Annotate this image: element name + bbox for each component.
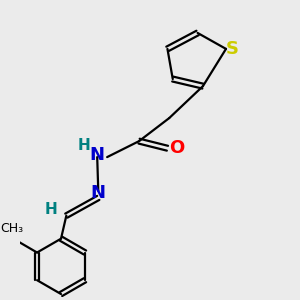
Text: H: H (78, 138, 91, 153)
Text: N: N (90, 184, 105, 202)
Text: O: O (169, 139, 184, 157)
Text: H: H (45, 202, 58, 217)
Text: N: N (90, 146, 105, 164)
Text: CH₃: CH₃ (0, 222, 23, 235)
Text: S: S (226, 40, 239, 58)
